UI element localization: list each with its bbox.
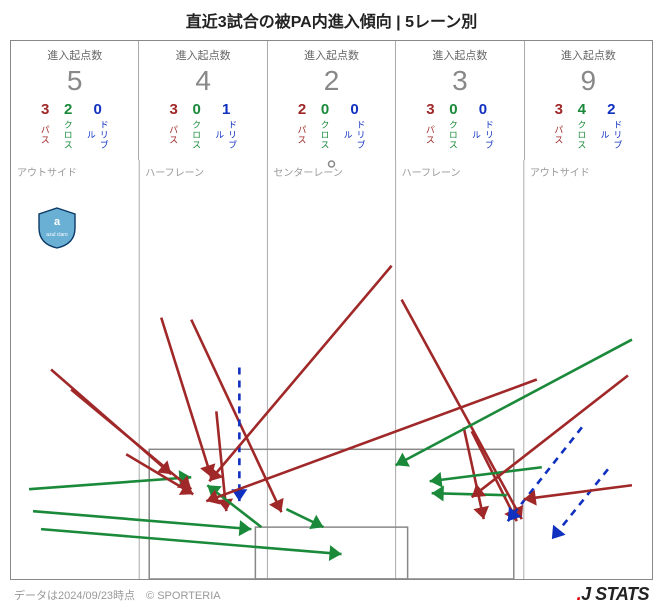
breakdown-cross: 0クロス bbox=[447, 101, 460, 152]
lane-count-label: 進入起点数 bbox=[143, 47, 262, 63]
breakdown-cross: 2クロス bbox=[62, 101, 75, 152]
breakdown-dribble: 0ドリブル bbox=[470, 101, 496, 152]
breakdown-dribble: 0ドリブル bbox=[342, 101, 368, 152]
pitch-area: アウトサイドハーフレーンセンターレーンハーフレーンアウトサイド a azul c… bbox=[10, 160, 653, 580]
breakdown-dribble: 0ドリブル bbox=[85, 101, 111, 152]
lane-breakdown: 3パス 2クロス 0ドリブル bbox=[15, 101, 134, 152]
team-badge: a azul claro bbox=[35, 206, 79, 250]
breakdown-pass: 2パス bbox=[296, 101, 309, 152]
figure-root: 直近3試合の被PA内進入傾向 | 5レーン別 進入起点数53パス2クロス0ドリブ… bbox=[0, 0, 663, 611]
lane-breakdown: 3パス 4クロス 2ドリブル bbox=[529, 101, 648, 152]
lane-breakdown: 3パス 0クロス 1ドリブル bbox=[143, 101, 262, 152]
lane-summary-col: 進入起点数22パス0クロス0ドリブル bbox=[268, 41, 396, 160]
breakdown-label: クロス bbox=[62, 118, 75, 152]
breakdown-pass: 3パス bbox=[424, 101, 437, 152]
breakdown-cross: 0クロス bbox=[190, 101, 203, 152]
lane-total: 3 bbox=[400, 63, 519, 101]
breakdown-value: 0 bbox=[94, 101, 102, 118]
breakdown-label: ドリブル bbox=[470, 118, 496, 152]
breakdown-label: パス bbox=[296, 118, 309, 152]
lane-summary-col: 進入起点数93パス 4クロス 2ドリブル bbox=[525, 41, 652, 160]
lane-total: 4 bbox=[143, 63, 262, 101]
breakdown-pass: 3パス bbox=[552, 101, 565, 152]
breakdown-label: クロス bbox=[575, 118, 588, 152]
breakdown-label: パス bbox=[424, 118, 437, 152]
breakdown-pass: 3パス bbox=[167, 101, 180, 152]
breakdown-value: 2 bbox=[64, 101, 72, 118]
breakdown-value: 3 bbox=[426, 101, 434, 118]
breakdown-label: ドリブル bbox=[598, 118, 624, 152]
lane-count-label: 進入起点数 bbox=[529, 47, 648, 63]
breakdown-value: 0 bbox=[192, 101, 200, 118]
breakdown-label: クロス bbox=[319, 118, 332, 152]
lane-total: 5 bbox=[15, 63, 134, 101]
lane-breakdown: 3パス0クロス0ドリブル bbox=[400, 101, 519, 152]
breakdown-label: クロス bbox=[190, 118, 203, 152]
breakdown-value: 1 bbox=[222, 101, 230, 118]
breakdown-value: 3 bbox=[41, 101, 49, 118]
breakdown-dribble: 2ドリブル bbox=[598, 101, 624, 152]
breakdown-value: 0 bbox=[479, 101, 487, 118]
breakdown-label: ドリブル bbox=[213, 118, 239, 152]
lane-summary-col: 進入起点数53パス 2クロス 0ドリブル bbox=[11, 41, 139, 160]
lane-summary-col: 進入起点数43パス 0クロス 1ドリブル bbox=[139, 41, 267, 160]
breakdown-value: 2 bbox=[298, 101, 306, 118]
lane-count-label: 進入起点数 bbox=[400, 47, 519, 63]
breakdown-cross: 0クロス bbox=[319, 101, 332, 152]
breakdown-value: 0 bbox=[321, 101, 329, 118]
lane-count-label: 進入起点数 bbox=[272, 47, 391, 63]
breakdown-label: ドリブル bbox=[85, 118, 111, 152]
breakdown-value: 3 bbox=[169, 101, 177, 118]
lane-count-label: 進入起点数 bbox=[15, 47, 134, 63]
lane-summary-col: 進入起点数33パス0クロス0ドリブル bbox=[396, 41, 524, 160]
breakdown-value: 3 bbox=[555, 101, 563, 118]
breakdown-value: 0 bbox=[350, 101, 358, 118]
figure-footer: データは2024/09/23時点 © SPORTERIA .J STATS bbox=[0, 584, 663, 605]
breakdown-value: 0 bbox=[449, 101, 457, 118]
svg-text:azul claro: azul claro bbox=[46, 232, 68, 238]
breakdown-label: ドリブル bbox=[342, 118, 368, 152]
breakdown-label: クロス bbox=[447, 118, 460, 152]
lanes-summary-row: 進入起点数53パス2クロス0ドリブル進入起点数43パス0クロス1ドリブル進入起点… bbox=[10, 40, 653, 160]
breakdown-value: 2 bbox=[607, 101, 615, 118]
breakdown-label: パス bbox=[39, 118, 52, 152]
pitch-svg bbox=[11, 160, 652, 579]
footer-attribution: データは2024/09/23時点 © SPORTERIA bbox=[14, 587, 221, 603]
svg-text:a: a bbox=[54, 216, 61, 228]
lane-breakdown: 2パス0クロス0ドリブル bbox=[272, 101, 391, 152]
breakdown-label: パス bbox=[167, 118, 180, 152]
breakdown-value: 4 bbox=[578, 101, 586, 118]
breakdown-cross: 4クロス bbox=[575, 101, 588, 152]
chart-title: 直近3試合の被PA内進入傾向 | 5レーン別 bbox=[0, 0, 663, 32]
lane-total: 9 bbox=[529, 63, 648, 101]
breakdown-dribble: 1ドリブル bbox=[213, 101, 239, 152]
breakdown-pass: 3パス bbox=[39, 101, 52, 152]
footer-brand: .J STATS bbox=[577, 584, 649, 605]
breakdown-label: パス bbox=[552, 118, 565, 152]
lane-total: 2 bbox=[272, 63, 391, 101]
